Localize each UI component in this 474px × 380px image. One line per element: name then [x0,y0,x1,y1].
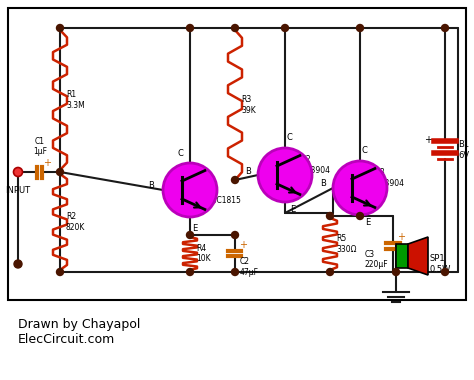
Polygon shape [408,237,428,275]
Circle shape [231,176,238,184]
Circle shape [333,161,387,215]
Text: Q2
2N3904: Q2 2N3904 [301,155,331,175]
Text: R5
330Ω: R5 330Ω [336,234,356,254]
Bar [396,244,408,268]
Text: B: B [320,179,326,188]
Text: +: + [424,135,432,145]
Text: E: E [291,205,296,214]
Circle shape [163,163,217,217]
Circle shape [186,269,193,276]
Text: R4
10K: R4 10K [196,244,210,263]
Circle shape [441,24,448,32]
Text: C: C [361,146,367,155]
Circle shape [186,24,193,32]
Circle shape [356,24,364,32]
Text: C: C [286,133,292,142]
Text: SP1
0.5W: SP1 0.5W [430,254,451,274]
Text: R3
39K: R3 39K [241,95,256,115]
Text: B: B [245,166,251,176]
Circle shape [14,260,22,268]
Circle shape [392,269,400,276]
Circle shape [441,269,448,276]
Circle shape [258,148,312,202]
Circle shape [56,269,64,276]
Text: C: C [177,149,183,158]
Text: B: B [148,182,154,190]
Text: +: + [44,157,52,168]
Circle shape [56,24,64,32]
Text: +: + [397,232,405,242]
Text: Drawn by Chayapol: Drawn by Chayapol [18,318,140,331]
Text: E: E [365,218,371,227]
Circle shape [231,269,238,276]
Text: ElecCircuit.com: ElecCircuit.com [18,333,115,346]
Text: E: E [192,224,198,233]
Circle shape [327,269,334,276]
Text: R1
3.3M: R1 3.3M [66,90,85,110]
Text: C2
47μF: C2 47μF [240,258,259,277]
Circle shape [56,168,64,176]
Circle shape [327,212,334,220]
Circle shape [231,231,238,239]
Text: Q3
2N3904: Q3 2N3904 [375,168,405,188]
Text: R2
820K: R2 820K [66,212,85,232]
Text: B1
6V: B1 6V [458,140,469,160]
Text: C1
1μF: C1 1μF [33,137,47,157]
Text: Q1
2SC1815: Q1 2SC1815 [208,185,242,205]
Circle shape [186,231,193,239]
Circle shape [282,24,289,32]
Circle shape [13,168,22,176]
Circle shape [356,212,364,220]
Text: C3
220μF: C3 220μF [365,250,389,269]
Text: +: + [239,240,247,250]
Text: INPUT: INPUT [5,186,30,195]
Circle shape [231,24,238,32]
